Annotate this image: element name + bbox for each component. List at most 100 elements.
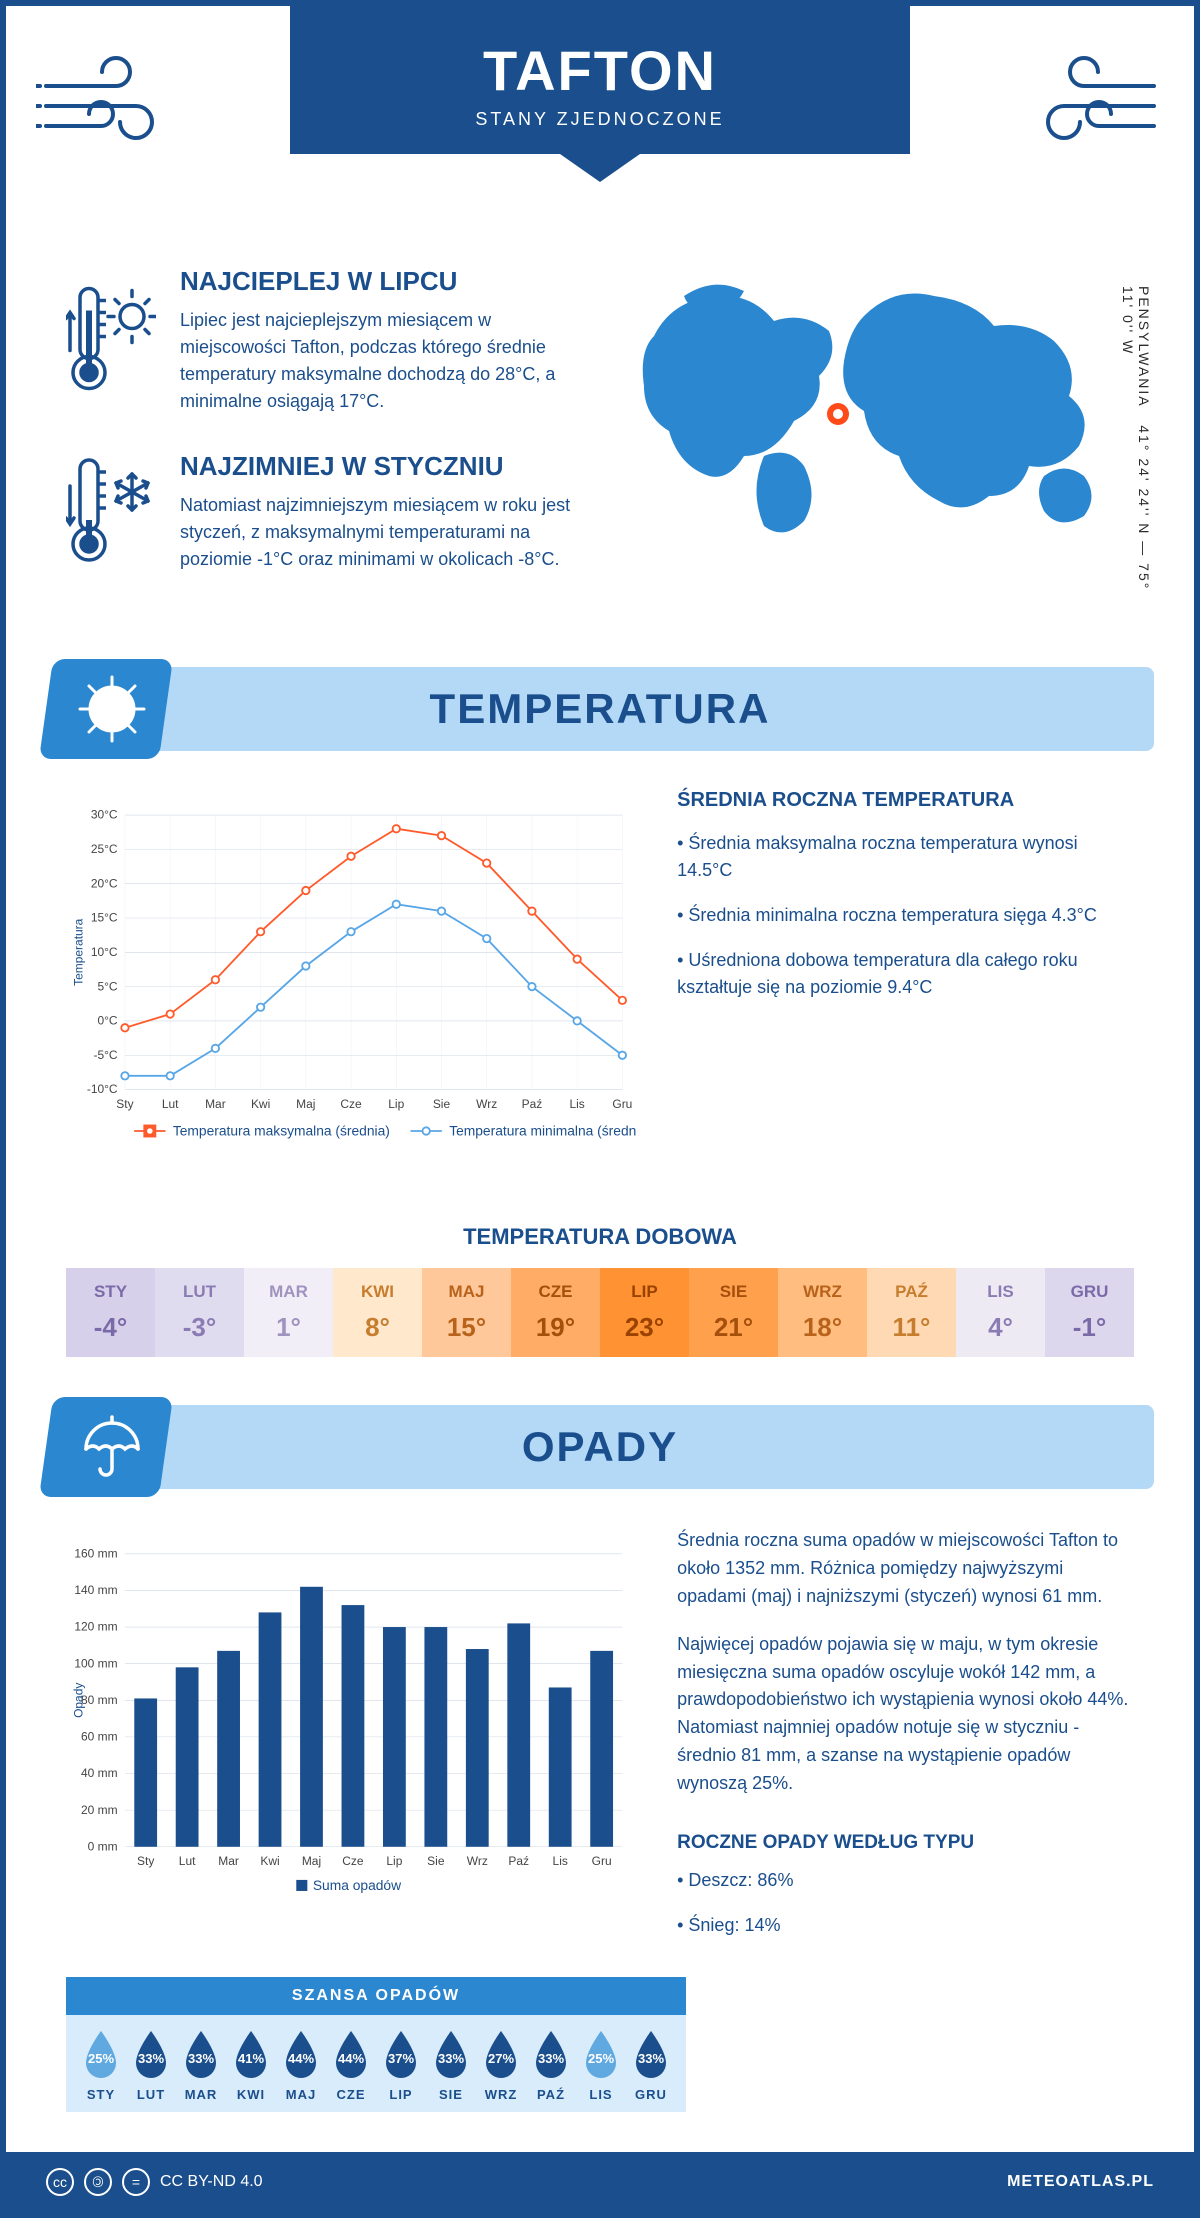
svg-text:Lip: Lip	[386, 1854, 402, 1868]
summary-row: NAJCIEPLEJ W LIPCU Lipiec jest najcieple…	[6, 226, 1194, 639]
temp-info-item: • Średnia minimalna roczna temperatura s…	[677, 902, 1134, 929]
svg-text:Temperatura maksymalna (średni: Temperatura maksymalna (średnia)	[173, 1123, 390, 1139]
footer-license: cc 🄯 = CC BY-ND 4.0	[46, 2168, 263, 2196]
svg-text:Cze: Cze	[340, 1097, 362, 1111]
daily-month: LIP	[600, 1282, 689, 1302]
svg-text:Temperatura: Temperatura	[72, 918, 86, 986]
daily-value: -3°	[155, 1312, 244, 1343]
drop-icon: 37%	[380, 2029, 422, 2081]
summary-text-col: NAJCIEPLEJ W LIPCU Lipiec jest najcieple…	[66, 266, 574, 609]
precip-text-1: Średnia roczna suma opadów w miejscowośc…	[677, 1527, 1134, 1611]
temp-info: ŚREDNIA ROCZNA TEMPERATURA • Średnia mak…	[677, 789, 1134, 1174]
chance-month: STY	[76, 2087, 126, 2102]
warmest-text: Lipiec jest najcieplejszym miesiącem w m…	[180, 307, 574, 415]
daily-value: 15°	[422, 1312, 511, 1343]
svg-text:0 mm: 0 mm	[88, 1839, 118, 1853]
daily-value: 8°	[333, 1312, 422, 1343]
temp-body: -10°C-5°C0°C5°C10°C15°C20°C25°C30°CStyLu…	[6, 789, 1194, 1204]
svg-text:Mar: Mar	[205, 1097, 226, 1111]
chance-value: 33%	[180, 2051, 222, 2066]
svg-text:140 mm: 140 mm	[74, 1583, 117, 1597]
wind-icon-left	[36, 46, 196, 166]
thermometer-snow-icon	[66, 451, 156, 573]
country-subtitle: STANY ZJEDNOCZONE	[290, 109, 910, 130]
drop-icon: 33%	[430, 2029, 472, 2081]
daily-cell: SIE21°	[689, 1268, 778, 1357]
svg-text:Lut: Lut	[179, 1854, 196, 1868]
precip-bar-chart: 0 mm20 mm40 mm60 mm80 mm100 mm120 mm140 …	[66, 1527, 637, 1957]
svg-text:60 mm: 60 mm	[81, 1730, 118, 1744]
svg-text:Wrz: Wrz	[467, 1854, 488, 1868]
chance-value: 33%	[530, 2051, 572, 2066]
precip-body: 0 mm20 mm40 mm60 mm80 mm100 mm120 mm140 …	[6, 1527, 1194, 1977]
svg-text:Lis: Lis	[569, 1097, 584, 1111]
daily-cell: STY-4°	[66, 1268, 155, 1357]
daily-month: KWI	[333, 1282, 422, 1302]
chance-cell: 33% LUT	[126, 2029, 176, 2102]
precip-type-title: ROCZNE OPADY WEDŁUG TYPU	[677, 1828, 1134, 1857]
svg-text:Paź: Paź	[522, 1097, 543, 1111]
chance-month: MAJ	[276, 2087, 326, 2102]
footer-site: METEOATLAS.PL	[1007, 2173, 1154, 2191]
daily-cell: MAR1°	[244, 1268, 333, 1357]
temp-line-chart: -10°C-5°C0°C5°C10°C15°C20°C25°C30°CStyLu…	[66, 789, 637, 1174]
chance-month: CZE	[326, 2087, 376, 2102]
svg-text:20 mm: 20 mm	[81, 1803, 118, 1817]
svg-text:Opady: Opady	[72, 1683, 86, 1718]
temp-info-item: • Średnia maksymalna roczna temperatura …	[677, 830, 1134, 884]
svg-text:40 mm: 40 mm	[81, 1766, 118, 1780]
svg-text:Suma opadów: Suma opadów	[313, 1877, 401, 1893]
daily-value: 4°	[956, 1312, 1045, 1343]
svg-text:10°C: 10°C	[91, 945, 118, 959]
drop-icon: 33%	[630, 2029, 672, 2081]
chance-cell: 33% MAR	[176, 2029, 226, 2102]
daily-month: LIS	[956, 1282, 1045, 1302]
world-map	[614, 266, 1134, 546]
chance-value: 33%	[130, 2051, 172, 2066]
drop-icon: 41%	[230, 2029, 272, 2081]
chance-month: LIS	[576, 2087, 626, 2102]
daily-cell: WRZ18°	[778, 1268, 867, 1357]
svg-text:Kwi: Kwi	[260, 1854, 279, 1868]
svg-text:Lis: Lis	[553, 1854, 568, 1868]
chance-value: 25%	[580, 2051, 622, 2066]
daily-cell: KWI 8°	[333, 1268, 422, 1357]
precip-type-item: • Śnieg: 14%	[677, 1912, 1134, 1939]
precip-text-2: Najwięcej opadów pojawia się w maju, w t…	[677, 1631, 1134, 1798]
chance-value: 44%	[330, 2051, 372, 2066]
chance-month: LUT	[126, 2087, 176, 2102]
chance-value: 41%	[230, 2051, 272, 2066]
daily-month: MAJ	[422, 1282, 511, 1302]
wind-icon-right	[1004, 46, 1164, 166]
chance-month: GRU	[626, 2087, 676, 2102]
chance-value: 33%	[430, 2051, 472, 2066]
chance-cell: 25% LIS	[576, 2029, 626, 2102]
precip-section-title: OPADY	[46, 1423, 1154, 1471]
warmest-block: NAJCIEPLEJ W LIPCU Lipiec jest najcieple…	[66, 266, 574, 415]
precip-type-item: • Deszcz: 86%	[677, 1867, 1134, 1894]
svg-text:Kwi: Kwi	[251, 1097, 270, 1111]
chance-cell: 33% GRU	[626, 2029, 676, 2102]
chance-month: PAŹ	[526, 2087, 576, 2102]
temp-info-item: • Uśredniona dobowa temperatura dla całe…	[677, 947, 1134, 1001]
chance-cell: 37% LIP	[376, 2029, 426, 2102]
daily-value: 19°	[511, 1312, 600, 1343]
svg-text:Wrz: Wrz	[476, 1097, 497, 1111]
daily-month: LUT	[155, 1282, 244, 1302]
chance-cell: 27% WRZ	[476, 2029, 526, 2102]
svg-text:Cze: Cze	[342, 1854, 364, 1868]
header: TAFTON STANY ZJEDNOCZONE	[6, 6, 1194, 226]
chance-value: 25%	[80, 2051, 122, 2066]
daily-temp-title: TEMPERATURA DOBOWA	[6, 1224, 1194, 1250]
temp-section-title: TEMPERATURA	[46, 685, 1154, 733]
daily-cell: GRU-1°	[1045, 1268, 1134, 1357]
temp-info-title: ŚREDNIA ROCZNA TEMPERATURA	[677, 789, 1134, 812]
chance-title: SZANSA OPADÓW	[66, 1977, 686, 2015]
drop-icon: 25%	[580, 2029, 622, 2081]
nd-icon: =	[122, 2168, 150, 2196]
daily-temp-table: STY-4°LUT-3°MAR1°KWI8°MAJ15°CZE19°LIP23°…	[66, 1268, 1134, 1357]
daily-month: STY	[66, 1282, 155, 1302]
daily-value: 18°	[778, 1312, 867, 1343]
svg-text:0°C: 0°C	[97, 1014, 117, 1028]
drop-icon: 44%	[280, 2029, 322, 2081]
